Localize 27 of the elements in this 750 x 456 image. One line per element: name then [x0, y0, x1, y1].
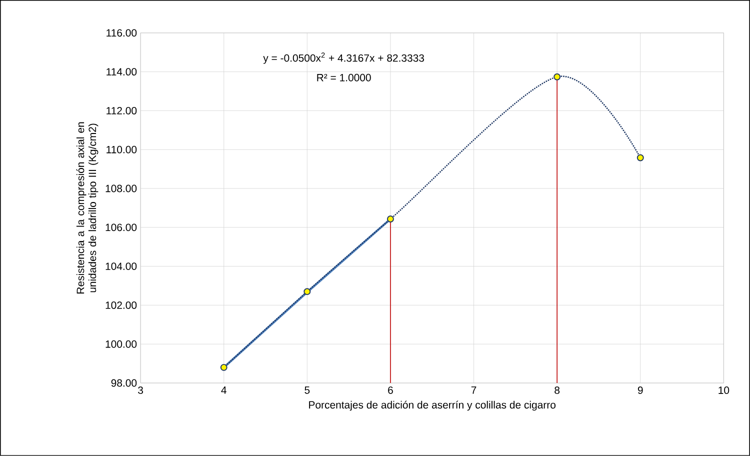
x-tick-label: 10: [718, 386, 730, 394]
x-axis-title: Porcentajes de adición de aserrín y colillas de cigarro: [309, 400, 556, 411]
x-tick-label: 9: [638, 386, 643, 394]
point: [386, 216, 394, 223]
y-tick-label: 104.00: [106, 262, 137, 270]
x-tick-label: 4: [221, 386, 226, 394]
y-tick-label: 98.00: [111, 379, 137, 387]
y-tick-label: 112.00: [106, 107, 137, 114]
y-tick-label: 116.00: [106, 29, 137, 37]
x-tick-label: 3: [138, 386, 143, 394]
annotation: R² = 1.0000: [317, 74, 371, 82]
y-tick-label: 106.00: [106, 224, 137, 232]
y-tick-label: 114.00: [106, 68, 137, 76]
x-tick-label: 7: [471, 386, 476, 394]
point: [636, 154, 644, 162]
y-tick-label: 110.00: [106, 146, 137, 154]
point: [220, 364, 228, 371]
x-tick-label: 6: [388, 386, 393, 394]
y-axis-title: Resistencia a la compresión axial en unidades de ladrillo tipo III (Kg/cm2): [76, 122, 98, 294]
point: [304, 288, 311, 296]
y-tick-label: 100.00: [106, 340, 137, 348]
x-tick-label: 8: [554, 386, 560, 394]
y-tick-label: 108.00: [106, 184, 137, 192]
point: [554, 73, 561, 80]
x-tick-label: 5: [304, 386, 310, 394]
y-tick-label: 102.00: [106, 302, 137, 309]
annotation: y = -0.0500x$^{2}$ + 4.3167x + 82.3333: [263, 52, 424, 64]
